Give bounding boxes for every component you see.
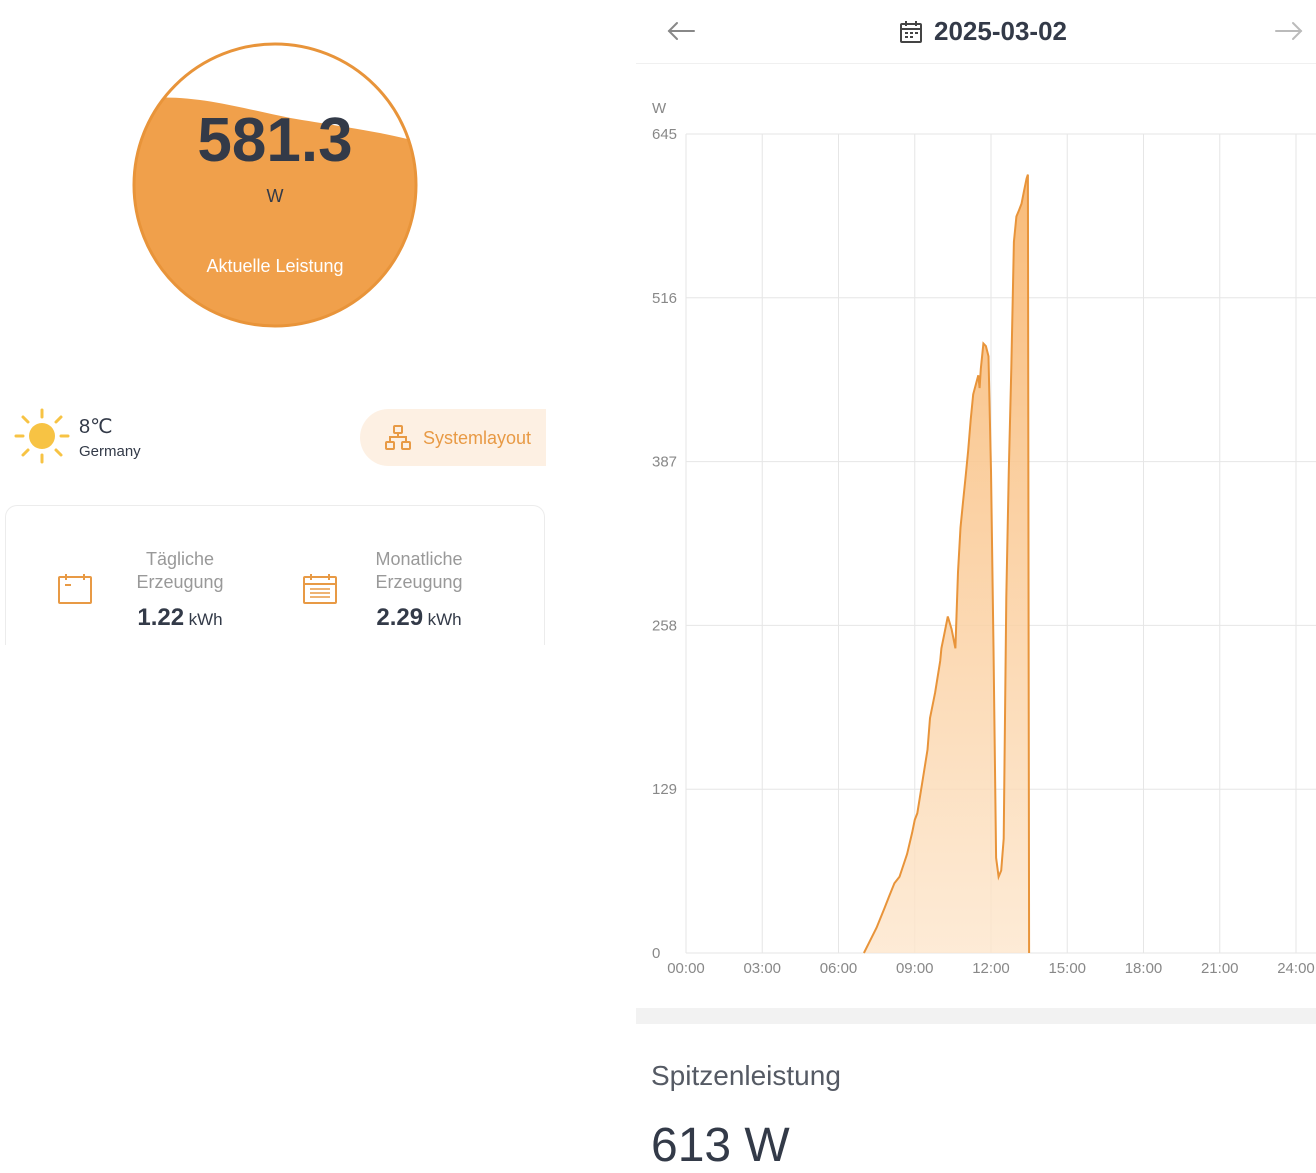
y-tick-label: 0: [652, 945, 660, 962]
calendar-day-icon: [58, 574, 92, 604]
current-power-caption: Aktuelle Leistung: [206, 256, 344, 276]
date-navigation: 2025-03-02: [636, 0, 1316, 64]
x-tick-label: 00:00: [667, 960, 705, 977]
generation-stats-card: Tägliche Erzeugung 1.22 kWh: [5, 505, 545, 645]
daily-value-unit: kWh: [188, 610, 223, 629]
daily-generation-label: Tägliche Erzeugung: [110, 548, 250, 594]
monthly-label-line2: Erzeugung: [375, 572, 463, 592]
power-area-fill: [863, 174, 1031, 954]
calendar-icon: [900, 21, 922, 43]
x-tick-label: 12:00: [972, 960, 1010, 977]
system-layout-button[interactable]: Systemlayout: [360, 409, 546, 466]
daily-generation-value: 1.22 kWh: [110, 604, 250, 632]
section-divider: [636, 1008, 1316, 1024]
y-tick-label: 387: [652, 454, 677, 471]
current-power-gauge: 581.3 W Aktuelle Leistung: [132, 42, 418, 328]
monthly-label-line1: Monatliche: [375, 549, 463, 569]
chart-area-layer: [863, 174, 1031, 954]
weather-temperature: 8℃: [79, 416, 113, 438]
right-panel: 2025-03-02 0 129 258 387 516 645 W 00:00 03:00 06…: [636, 0, 1316, 1172]
current-power-unit: W: [266, 186, 284, 206]
peak-power-label: Spitzenleistung: [651, 1060, 841, 1091]
daily-label-line1: Tägliche: [145, 549, 215, 569]
sun-icon: [14, 408, 70, 464]
daily-generation-text: Tägliche Erzeugung 1.22 kWh: [110, 506, 250, 646]
power-chart: 0 129 258 387 516 645 W 00:00 03:00 06:00 09:00 12:…: [652, 100, 1316, 977]
y-axis-unit: W: [652, 100, 667, 117]
x-tick-label: 09:00: [896, 960, 934, 977]
system-layout-label: Systemlayout: [423, 428, 532, 448]
gauge-graphic: [132, 42, 418, 328]
y-tick-label: 645: [652, 126, 677, 143]
x-tick-label: 18:00: [1125, 960, 1163, 977]
monthly-generation-text: Monatliche Erzeugung 2.29 kWh: [349, 506, 489, 646]
calendar-month-icon: [303, 574, 337, 604]
power-series-line: [863, 174, 1031, 954]
monthly-value-unit: kWh: [427, 610, 462, 629]
y-tick-label: 258: [652, 617, 677, 634]
x-tick-label: 06:00: [820, 960, 858, 977]
monthly-generation-label: Monatliche Erzeugung: [349, 548, 489, 594]
y-tick-label: 129: [652, 781, 677, 798]
gauge-ring: [132, 42, 418, 328]
monthly-generation-value: 2.29 kWh: [349, 604, 489, 632]
selected-date[interactable]: 2025-03-02: [934, 16, 1067, 46]
left-panel: 581.3 W Aktuelle Leistung 8℃ Germany: [0, 0, 560, 1170]
chart-grid: [685, 133, 1316, 954]
sitemap-icon: [385, 425, 411, 450]
weather-widget: 8℃ Germany: [14, 406, 214, 466]
current-power-value: 581.3: [197, 106, 353, 175]
y-tick-label: 516: [652, 290, 677, 307]
monthly-value-number: 2.29: [376, 604, 424, 631]
x-tick-label: 24:00: [1277, 960, 1315, 977]
x-tick-label: 21:00: [1201, 960, 1239, 977]
chart-axis-labels: 0 129 258 387 516 645 W 00:00 03:00 06:00 09:00 12:…: [652, 100, 1315, 977]
arrow-right-icon[interactable]: [1274, 18, 1304, 44]
weather-location: Germany: [79, 443, 141, 460]
daily-value-number: 1.22: [137, 604, 185, 631]
gauge-fill: [134, 97, 416, 326]
daily-generation: [51, 506, 251, 646]
arrow-left-icon[interactable]: [666, 18, 696, 44]
peak-power-value: 613 W: [651, 1119, 790, 1172]
x-tick-label: 15:00: [1048, 960, 1086, 977]
monthly-generation: [296, 506, 496, 646]
daily-label-line2: Erzeugung: [136, 572, 224, 592]
x-tick-label: 03:00: [743, 960, 781, 977]
